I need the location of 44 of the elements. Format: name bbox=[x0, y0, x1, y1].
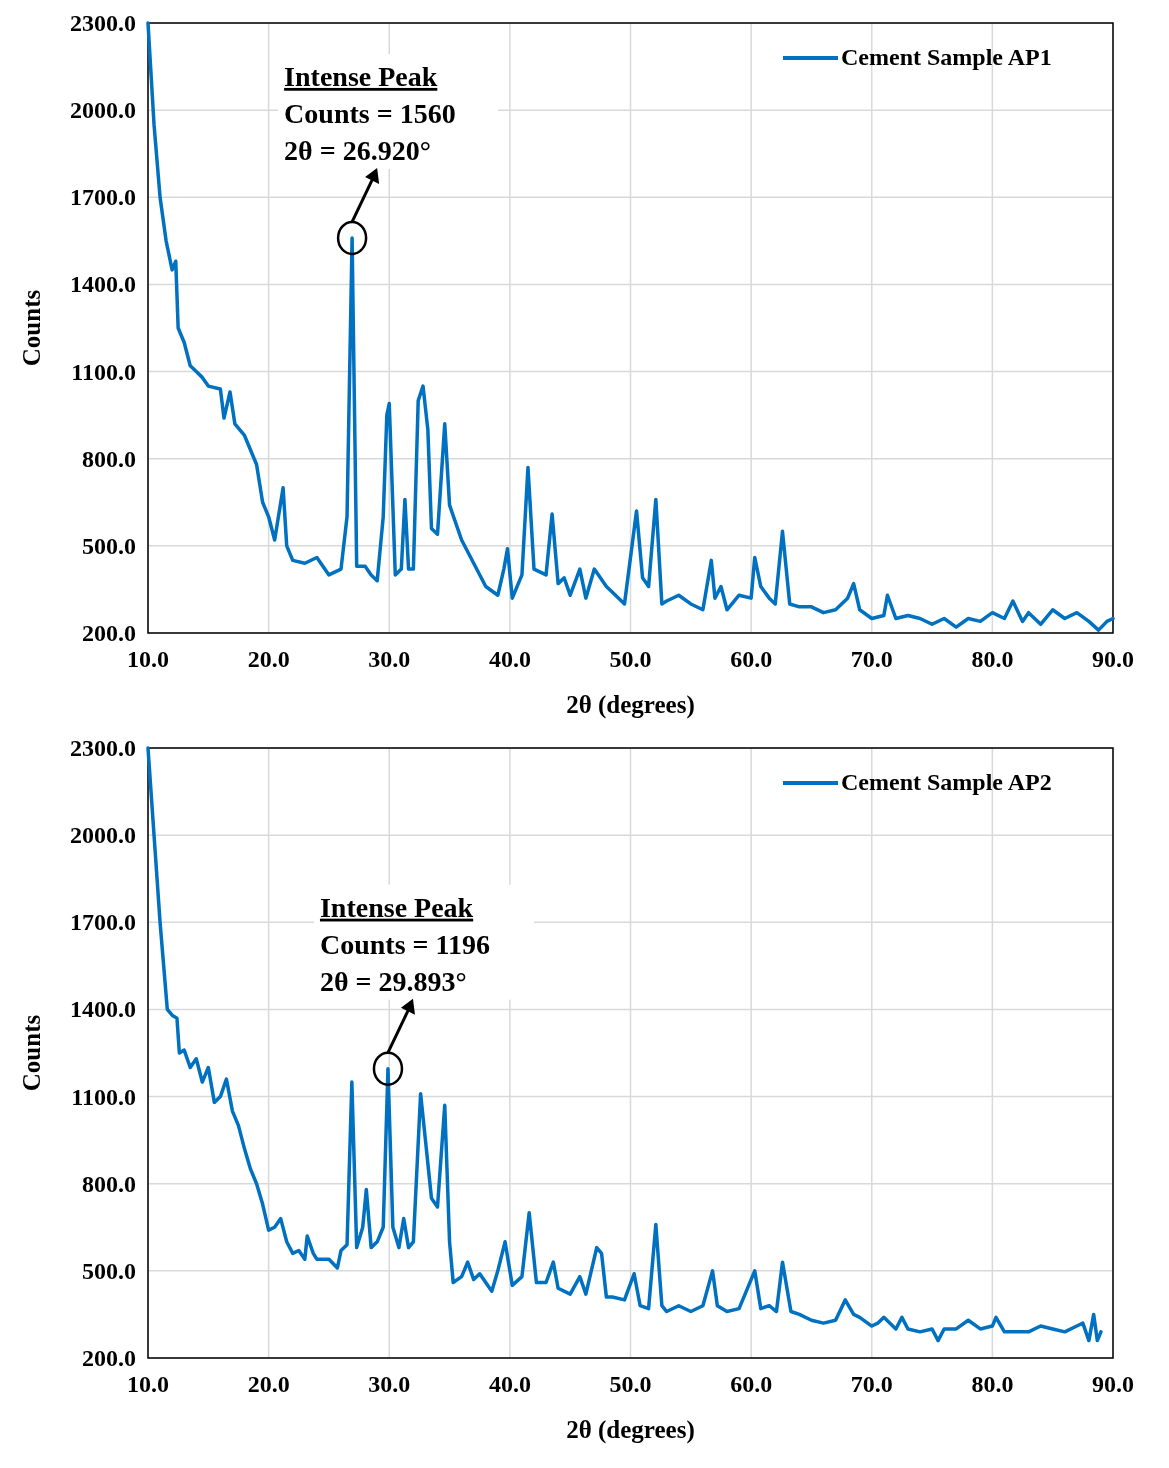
x-tick-label: 90.0 bbox=[1092, 1371, 1134, 1397]
y-tick-label: 2000.0 bbox=[70, 97, 136, 124]
y-tick-label: 1100.0 bbox=[71, 1083, 136, 1110]
legend-label: Cement Sample AP1 bbox=[841, 44, 1052, 70]
x-tick-label: 40.0 bbox=[488, 646, 531, 672]
x-axis-title: 2θ (degrees) bbox=[566, 1416, 695, 1444]
x-tick-label: 80.0 bbox=[971, 646, 1014, 672]
line-series bbox=[146, 746, 1103, 1343]
y-tick-label: 500.0 bbox=[82, 1257, 136, 1284]
y-tick-label: 1100.0 bbox=[71, 358, 136, 385]
y-tick-label: 200.0 bbox=[82, 620, 136, 646]
line-series bbox=[146, 21, 1115, 632]
annotation: Intense Peak Counts = 1196 2θ = 29.893° bbox=[319, 891, 490, 997]
x-tick-label: 50.0 bbox=[609, 646, 652, 672]
y-tick-label: 2000.0 bbox=[70, 822, 136, 849]
y-tick-label: 2300.0 bbox=[70, 735, 136, 761]
x-tick-label: 50.0 bbox=[609, 1371, 652, 1397]
y-axis-title: Counts bbox=[18, 289, 45, 367]
x-tick-label: 90.0 bbox=[1092, 646, 1134, 672]
y-tick-label: 1400.0 bbox=[70, 996, 136, 1023]
x-tick-label: 20.0 bbox=[247, 1371, 290, 1397]
y-tick-label: 800.0 bbox=[82, 445, 136, 472]
legend-label: Cement Sample AP2 bbox=[841, 769, 1052, 795]
x-tick-label: 10.0 bbox=[127, 646, 169, 672]
x-tick-label: 80.0 bbox=[971, 1371, 1014, 1397]
x-tick-label: 60.0 bbox=[730, 646, 773, 672]
x-tick-label: 40.0 bbox=[488, 1371, 531, 1397]
y-tick-label: 1700.0 bbox=[70, 184, 136, 211]
y-tick-label: 1400.0 bbox=[70, 271, 136, 298]
x-tick-label: 20.0 bbox=[247, 646, 290, 672]
y-tick-label: 800.0 bbox=[82, 1170, 136, 1197]
x-tick-label: 10.0 bbox=[127, 1371, 169, 1397]
y-tick-label: 200.0 bbox=[82, 1345, 136, 1371]
y-tick-label: 1700.0 bbox=[70, 909, 136, 936]
y-tick-label: 2300.0 bbox=[70, 10, 136, 36]
x-tick-label: 70.0 bbox=[850, 1371, 893, 1397]
x-tick-label: 30.0 bbox=[368, 1371, 411, 1397]
x-tick-label: 30.0 bbox=[368, 646, 411, 672]
x-tick-label: 60.0 bbox=[730, 1371, 773, 1397]
annotation: Intense Peak Counts = 1560 2θ = 26.920° bbox=[284, 60, 456, 166]
y-axis-title: Counts bbox=[18, 1014, 45, 1092]
x-axis-title: 2θ (degrees) bbox=[566, 691, 695, 719]
y-tick-label: 500.0 bbox=[82, 532, 136, 559]
x-tick-label: 70.0 bbox=[850, 646, 893, 672]
